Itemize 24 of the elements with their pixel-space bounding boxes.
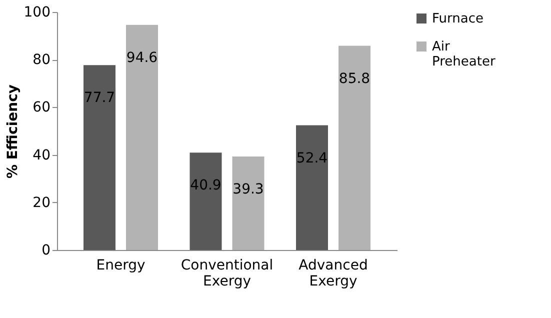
y-tick-label: 0 <box>42 242 50 258</box>
data-label: 39.3 <box>232 181 264 198</box>
bar <box>190 152 222 250</box>
bar <box>232 156 264 250</box>
data-label: 77.7 <box>84 90 116 106</box>
data-label: 85.8 <box>338 70 370 87</box>
bar <box>84 65 116 250</box>
x-tick-label: Energy <box>96 258 146 274</box>
x-tick-label: Conventional Exergy <box>180 258 274 290</box>
y-tick-label: 80 <box>32 52 50 68</box>
bar <box>338 46 370 250</box>
legend-label: Furnace <box>432 12 484 26</box>
data-label: 40.9 <box>190 178 222 194</box>
y-axis-title: % Efficiency <box>4 84 21 179</box>
y-tick-label: 40 <box>32 147 50 164</box>
y-tick-label: 60 <box>32 100 50 116</box>
data-label: 52.4 <box>296 150 328 166</box>
bar <box>126 24 158 250</box>
bar <box>296 125 328 250</box>
x-tick-label: Advanced Exergy <box>298 258 368 290</box>
y-tick-label: 100 <box>24 4 50 20</box>
data-label: 94.6 <box>126 50 158 66</box>
legend-label: Air Preheater <box>432 40 496 70</box>
y-tick-label: 20 <box>32 194 50 211</box>
